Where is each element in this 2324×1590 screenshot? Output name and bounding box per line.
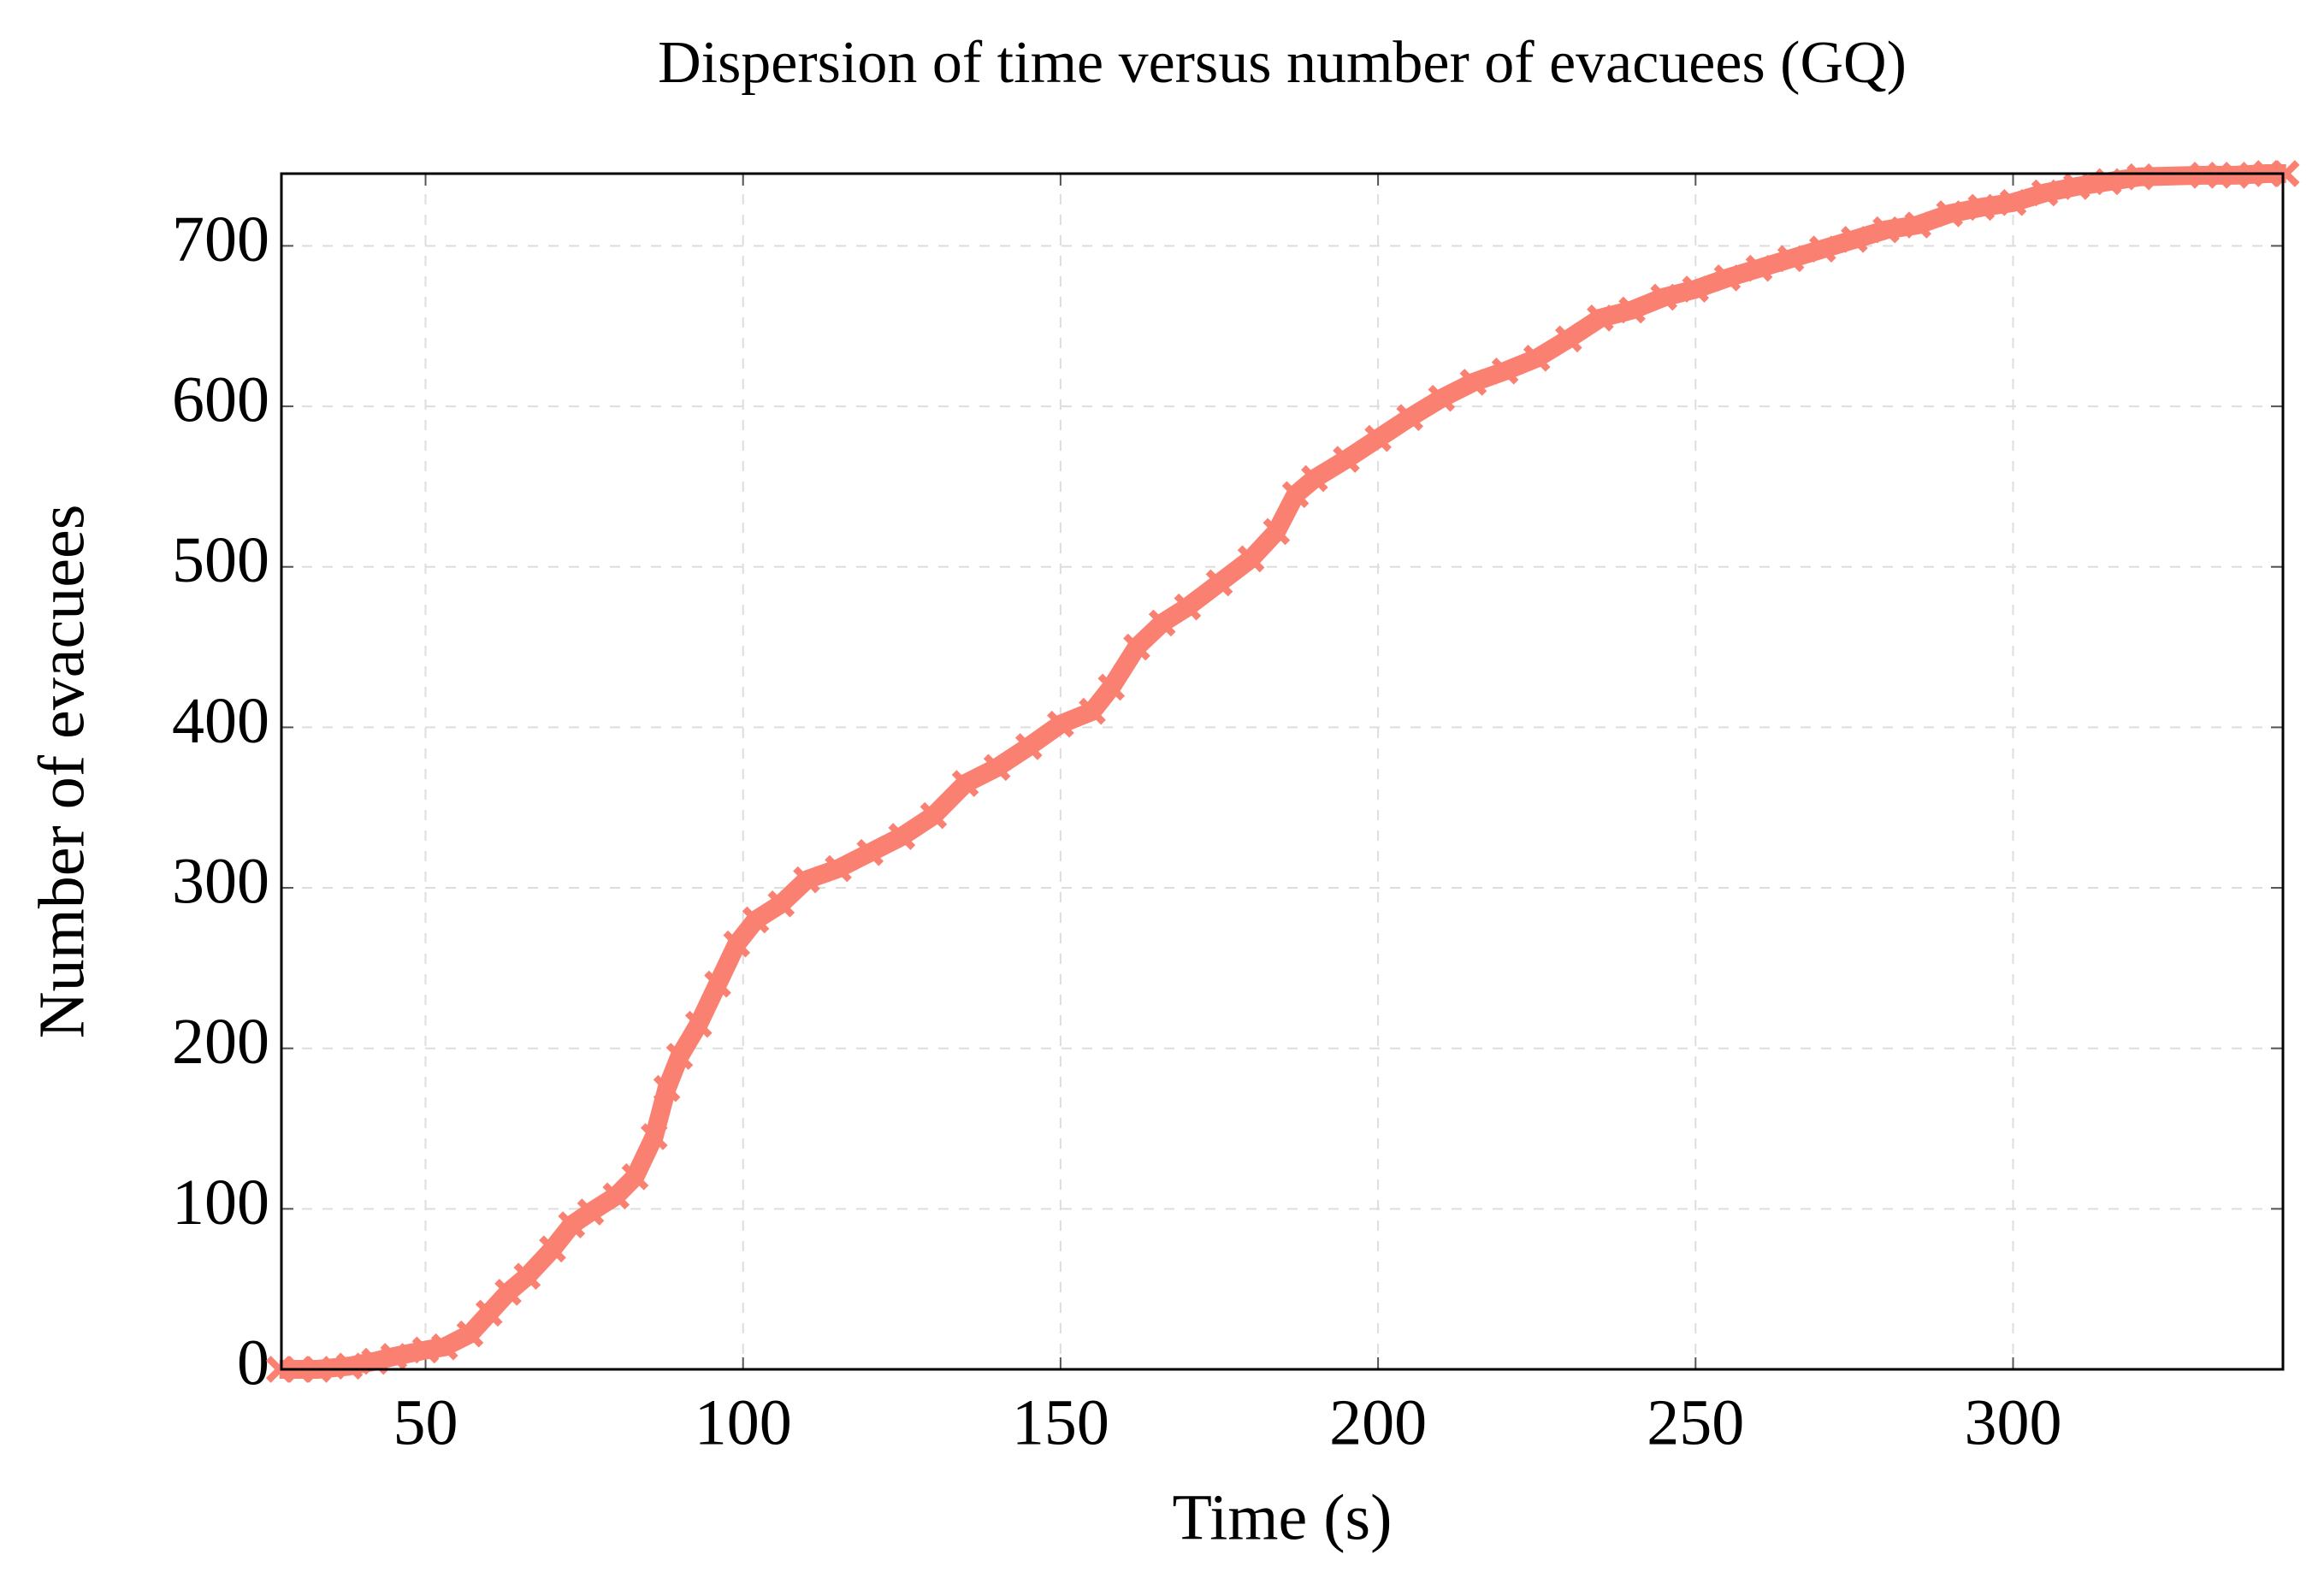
data-point xyxy=(1872,216,1900,244)
data-point xyxy=(456,1320,484,1348)
data-point xyxy=(793,866,820,894)
data-point xyxy=(1263,517,1291,546)
data-point xyxy=(1967,193,1996,222)
data-point xyxy=(1682,275,1710,303)
data-point xyxy=(665,1043,694,1070)
data-point xyxy=(1097,673,1126,701)
data-point xyxy=(856,838,884,866)
data-point xyxy=(742,906,770,934)
data-point xyxy=(2190,162,2218,189)
data-point xyxy=(2272,160,2300,187)
data-point xyxy=(653,1074,681,1102)
data-point xyxy=(2062,173,2090,200)
data-point xyxy=(1459,369,1487,396)
y-tick-label: 100 xyxy=(172,1167,269,1238)
data-point xyxy=(888,823,916,850)
data-line xyxy=(279,164,2286,1379)
data-point xyxy=(1777,245,1805,273)
y-tick-label: 500 xyxy=(172,524,269,596)
data-point xyxy=(1205,569,1233,597)
data-point xyxy=(1047,710,1074,738)
data-point xyxy=(1745,254,1773,282)
data-point xyxy=(1491,357,1519,385)
data-point xyxy=(767,890,795,918)
y-axis-label: Number of evacuees xyxy=(26,505,98,1039)
data-point xyxy=(640,1123,668,1150)
data-point xyxy=(1904,211,1931,239)
data-point xyxy=(411,1336,440,1364)
x-tick-label: 200 xyxy=(1329,1386,1427,1458)
data-point xyxy=(1333,446,1360,473)
data-point xyxy=(983,754,1011,782)
data-point xyxy=(1936,200,1964,228)
x-tick-label: 150 xyxy=(1012,1386,1109,1458)
data-point xyxy=(1123,633,1150,661)
data-point xyxy=(2126,163,2154,191)
data-point xyxy=(577,1198,605,1226)
x-axis-label: Time (s) xyxy=(1173,1481,1393,1553)
data-point xyxy=(602,1182,630,1210)
data-point xyxy=(723,930,751,958)
y-tick-label: 200 xyxy=(172,1006,269,1078)
data-point xyxy=(1364,424,1392,452)
data-point xyxy=(513,1262,541,1290)
x-tick-label: 250 xyxy=(1647,1386,1744,1458)
data-point xyxy=(1587,304,1614,332)
data-point xyxy=(1237,545,1265,573)
data-point xyxy=(1523,344,1551,372)
data-point xyxy=(335,1352,364,1380)
chart-title: Dispersion of time versus number of evac… xyxy=(658,30,1907,96)
data-point xyxy=(1079,697,1106,725)
y-tick-label: 400 xyxy=(172,685,269,757)
data-point xyxy=(1650,283,1677,311)
data-point xyxy=(920,801,948,830)
data-point xyxy=(704,970,731,998)
y-tick-label: 700 xyxy=(172,204,269,275)
data-point xyxy=(1148,609,1176,637)
data-point xyxy=(380,1343,408,1370)
plot-frame xyxy=(280,172,2285,1371)
data-point xyxy=(951,770,979,797)
data-point xyxy=(1301,464,1328,493)
y-tick-label: 0 xyxy=(237,1327,269,1398)
data-point xyxy=(2221,162,2250,189)
x-tick-label: 50 xyxy=(393,1386,458,1458)
data-point xyxy=(539,1235,566,1263)
data-point xyxy=(1841,226,1868,253)
data-point xyxy=(475,1299,503,1327)
data-point xyxy=(1618,296,1646,324)
data-point xyxy=(558,1211,586,1238)
y-tick-label: 300 xyxy=(172,845,269,917)
data-point xyxy=(1428,384,1456,412)
data-point xyxy=(1014,733,1043,760)
data-point xyxy=(1713,264,1742,292)
data-point xyxy=(1999,188,2027,216)
data-point xyxy=(1396,404,1424,432)
data-point xyxy=(825,854,852,883)
data-point xyxy=(430,1333,458,1361)
data-point xyxy=(1554,325,1582,353)
x-tick-label: 300 xyxy=(1964,1386,2061,1458)
data-point xyxy=(621,1162,649,1191)
data-point xyxy=(2031,179,2059,207)
data-point xyxy=(684,1010,713,1038)
x-tick-label: 100 xyxy=(695,1386,792,1458)
data-point xyxy=(1174,593,1202,621)
y-tick-label: 600 xyxy=(172,364,269,436)
data-point xyxy=(1808,235,1836,263)
